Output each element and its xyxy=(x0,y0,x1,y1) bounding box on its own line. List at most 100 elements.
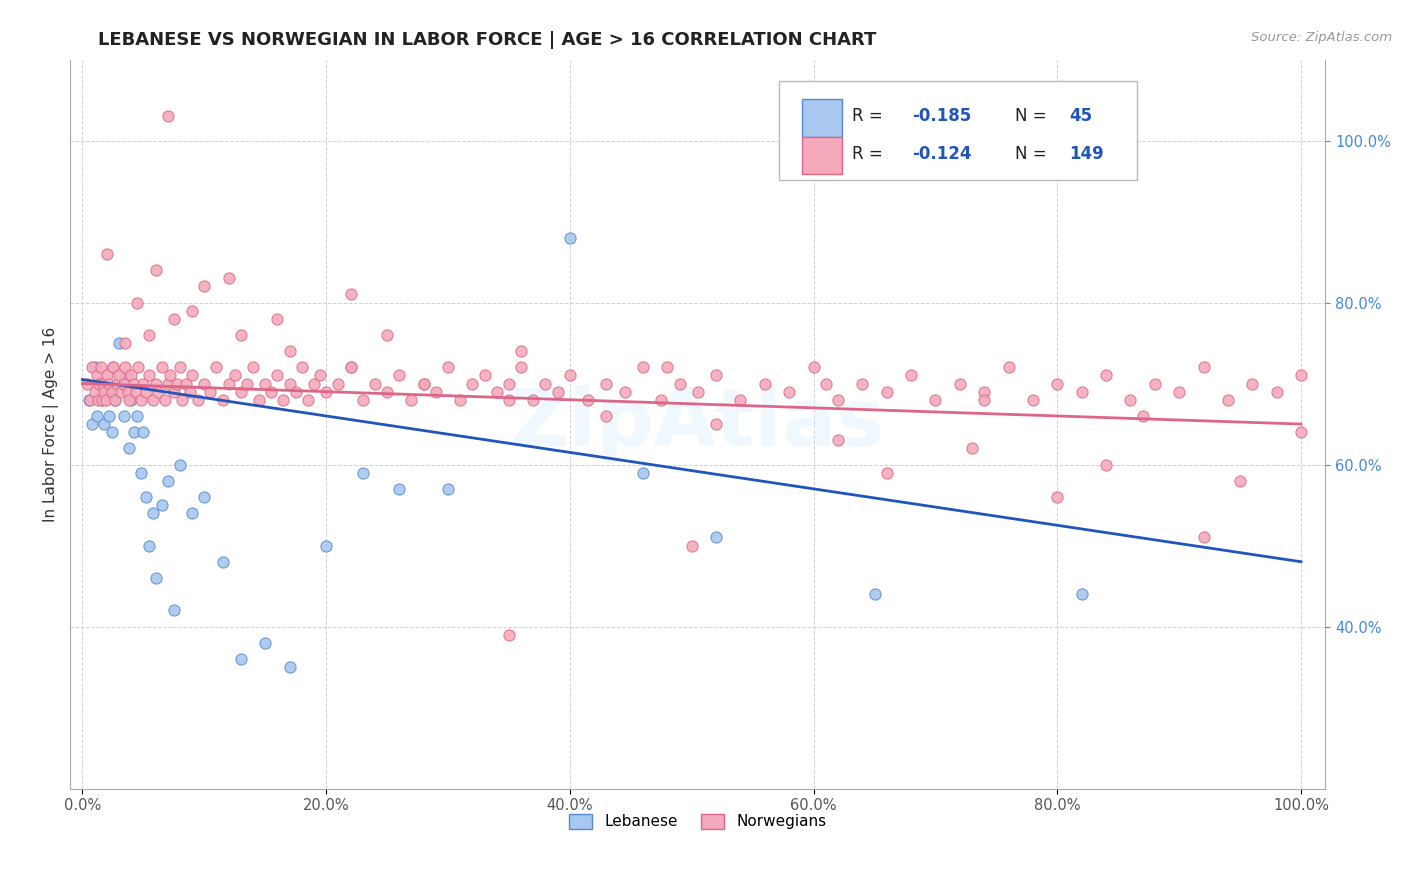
Point xyxy=(960,442,983,456)
Point xyxy=(425,384,447,399)
Point xyxy=(156,109,179,123)
Point xyxy=(200,384,222,399)
Point xyxy=(98,376,121,391)
Point xyxy=(278,376,301,391)
Point xyxy=(558,368,581,383)
Point xyxy=(122,376,145,391)
Point xyxy=(138,328,160,343)
Point xyxy=(87,392,110,407)
Point xyxy=(146,384,169,399)
Point xyxy=(90,360,112,375)
Point xyxy=(1046,490,1069,504)
Point xyxy=(437,482,460,496)
Point xyxy=(631,360,654,375)
Point xyxy=(90,392,112,407)
Text: N =: N = xyxy=(1015,145,1052,162)
Text: 45: 45 xyxy=(1070,107,1092,125)
Point xyxy=(211,555,233,569)
Point xyxy=(193,279,215,293)
Point xyxy=(704,368,727,383)
Point xyxy=(260,384,283,399)
Point xyxy=(236,376,259,391)
Point xyxy=(82,360,104,375)
Point xyxy=(328,376,350,391)
Point xyxy=(1216,392,1239,407)
Point xyxy=(278,660,301,674)
FancyBboxPatch shape xyxy=(779,81,1137,180)
Point xyxy=(803,360,825,375)
Point xyxy=(120,368,142,383)
Point xyxy=(814,376,837,391)
Point xyxy=(104,392,127,407)
Point xyxy=(108,336,131,351)
Point xyxy=(159,368,181,383)
Point xyxy=(105,376,128,391)
Point xyxy=(174,376,197,391)
Point xyxy=(668,376,690,391)
Point xyxy=(83,384,105,399)
Point xyxy=(1132,409,1154,423)
Point xyxy=(104,392,127,407)
Point xyxy=(155,392,177,407)
Point xyxy=(129,392,152,407)
Point xyxy=(100,384,122,399)
Point xyxy=(778,384,800,399)
Point xyxy=(127,295,149,310)
Point xyxy=(315,384,337,399)
Text: -0.185: -0.185 xyxy=(912,107,972,125)
Point xyxy=(156,376,179,391)
Point xyxy=(924,392,946,407)
Point xyxy=(82,417,104,431)
Point xyxy=(114,360,136,375)
Point xyxy=(112,409,135,423)
Point xyxy=(1192,360,1215,375)
Point xyxy=(558,231,581,245)
Point xyxy=(339,360,361,375)
Point xyxy=(145,376,167,391)
Point xyxy=(108,368,131,383)
Point xyxy=(352,392,374,407)
Point xyxy=(1229,474,1251,488)
Point xyxy=(101,360,124,375)
Point xyxy=(86,409,108,423)
Point xyxy=(1022,392,1045,407)
Point xyxy=(125,384,148,399)
Point xyxy=(1143,376,1166,391)
Point xyxy=(181,506,204,520)
Point xyxy=(90,392,112,407)
Point xyxy=(302,376,325,391)
Point xyxy=(150,498,173,512)
Point xyxy=(172,392,194,407)
Point xyxy=(93,417,115,431)
Point xyxy=(973,392,995,407)
Point xyxy=(110,376,132,391)
Point xyxy=(163,311,186,326)
Point xyxy=(193,490,215,504)
Point xyxy=(266,311,288,326)
Point xyxy=(247,392,270,407)
Point xyxy=(352,466,374,480)
Point xyxy=(96,368,118,383)
Point xyxy=(1046,376,1069,391)
Point xyxy=(595,376,617,391)
Point xyxy=(412,376,434,391)
Point xyxy=(997,360,1019,375)
Point xyxy=(461,376,484,391)
Point xyxy=(876,384,898,399)
Point xyxy=(339,360,361,375)
Point xyxy=(315,539,337,553)
Point xyxy=(863,587,886,601)
Point xyxy=(681,539,703,553)
Point xyxy=(613,384,636,399)
Point xyxy=(127,409,149,423)
Point xyxy=(650,392,672,407)
Point xyxy=(115,368,138,383)
Point xyxy=(132,376,155,391)
Point xyxy=(96,384,118,399)
Point xyxy=(150,360,173,375)
Point xyxy=(704,417,727,431)
Point xyxy=(117,384,139,399)
Point xyxy=(449,392,471,407)
Point xyxy=(118,442,141,456)
Point xyxy=(169,458,191,472)
